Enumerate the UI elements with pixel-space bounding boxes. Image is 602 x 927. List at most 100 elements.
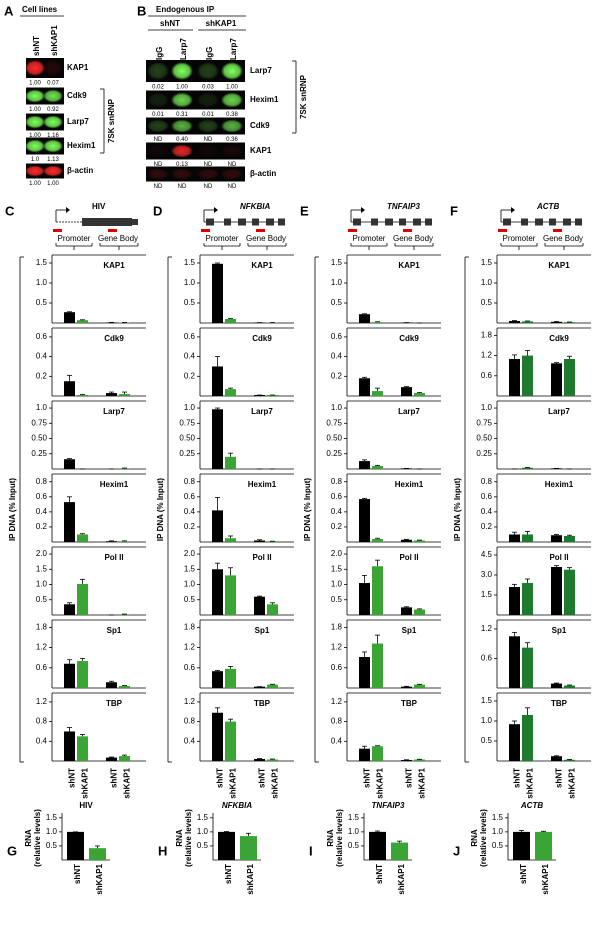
y-tick-label: 0.6 <box>184 663 196 672</box>
region-label: Promoter <box>206 234 239 243</box>
chart-title: ACTB <box>520 801 543 810</box>
bar <box>225 389 236 396</box>
bar <box>564 759 575 761</box>
error-bar <box>215 262 220 264</box>
y-tick-label: 1.2 <box>36 643 48 652</box>
gene-name: ACTB <box>536 202 559 211</box>
y-tick-label: 1.5 <box>184 258 196 267</box>
y-tick-label: 0.2 <box>331 522 343 531</box>
tss-arrowhead <box>361 207 365 213</box>
error-bar <box>257 595 262 597</box>
region-label: Gene Body <box>246 234 286 243</box>
row-label: Cdk9 <box>250 121 270 130</box>
y-tick-label: 0.2 <box>184 522 196 531</box>
bar <box>64 459 75 469</box>
x-tick-label: shNT <box>258 768 267 788</box>
error-bar <box>512 354 517 359</box>
bar <box>372 465 383 469</box>
y-tick-label: 0.8 <box>331 717 343 726</box>
quant-label: 0.36 <box>226 137 238 143</box>
y-tick-label: 1.5 <box>36 564 48 573</box>
error-bar <box>525 642 530 648</box>
y-tick-label: 1.0 <box>331 278 343 287</box>
x-tick-label: shNT <box>519 864 528 884</box>
blot-band <box>221 168 243 180</box>
y-tick-label: 0.4 <box>184 736 196 745</box>
error-bar <box>512 720 517 725</box>
y-tick-label: 1.5 <box>184 564 196 573</box>
chart-title: KAP1 <box>548 261 570 270</box>
bar <box>119 614 130 615</box>
bar <box>359 378 370 396</box>
y-tick-label: 4.5 <box>481 550 493 559</box>
chart-title: Hexim1 <box>395 480 424 489</box>
quant-label: 1.00 <box>29 107 41 113</box>
y-tick-label: 1.8 <box>331 622 343 631</box>
blot-band <box>43 115 63 129</box>
blot-title: Cell lines <box>22 5 58 14</box>
bar <box>77 583 88 615</box>
exon <box>535 218 543 226</box>
chart-title: Cdk9 <box>252 334 272 343</box>
x-tick-label: shNT <box>73 864 82 884</box>
bar <box>551 363 562 396</box>
bar <box>225 319 236 323</box>
error-bar <box>215 562 220 570</box>
y-tick-label: 0.4 <box>184 507 196 516</box>
error-bar <box>554 534 559 536</box>
y-axis-label: (relative levels) <box>33 809 42 867</box>
blot-band <box>147 168 169 180</box>
y-tick-label: 0.5 <box>46 841 58 850</box>
error-bar <box>375 830 380 832</box>
y-tick-label: 0.25 <box>179 449 195 458</box>
bar <box>372 322 383 323</box>
y-axis-label: IP DNA (% Input) <box>156 478 165 541</box>
y-tick-label: 0.5 <box>184 298 196 307</box>
bar <box>359 583 370 615</box>
bar <box>414 684 425 688</box>
region-label: Gene Body <box>98 234 138 243</box>
x-tick-label: shNT <box>110 768 119 788</box>
bar <box>212 671 223 688</box>
bar <box>254 395 265 396</box>
quant-label: 0.02 <box>152 85 164 91</box>
y-tick-label: 0.25 <box>326 449 342 458</box>
y-tick-label: 0.50 <box>326 434 342 443</box>
y-tick-label: 0.4 <box>36 736 48 745</box>
y-tick-label: 1.0 <box>184 580 196 589</box>
panel-letter: B <box>137 3 146 18</box>
quant-label: ND <box>154 137 163 143</box>
bar <box>372 746 383 761</box>
row-label: Hexim1 <box>67 141 96 150</box>
y-tick-label: 0.6 <box>36 332 48 341</box>
quant-label: 1.00 <box>176 85 188 91</box>
bar <box>522 467 533 469</box>
blot-band <box>147 144 169 158</box>
x-tick-label: shKAP1 <box>376 767 385 798</box>
bar <box>401 686 412 688</box>
error-bar <box>215 356 220 367</box>
y-tick-label: 0.5 <box>184 595 196 604</box>
bar <box>212 712 223 761</box>
blot-band <box>171 92 193 108</box>
quant-label: 0.01 <box>152 112 164 118</box>
bar <box>359 499 370 542</box>
primer-mark <box>53 229 62 232</box>
x-tick-label: shKAP1 <box>568 767 577 798</box>
bar <box>64 381 75 396</box>
y-tick-label: 0.50 <box>31 434 47 443</box>
bar <box>551 535 562 542</box>
y-tick-label: 1.8 <box>481 330 493 339</box>
error-bar <box>80 578 85 584</box>
bar <box>67 831 84 860</box>
bar <box>564 685 575 688</box>
error-bar <box>67 727 72 732</box>
bar <box>359 657 370 688</box>
y-tick-label: 0.4 <box>331 507 343 516</box>
blot-band <box>25 89 45 103</box>
bar <box>551 567 562 615</box>
x-tick-label: shNT <box>375 864 384 884</box>
error-bar <box>567 567 572 570</box>
y-tick-label: 1.5 <box>46 813 58 822</box>
y-tick-label: 0.5 <box>492 841 504 850</box>
